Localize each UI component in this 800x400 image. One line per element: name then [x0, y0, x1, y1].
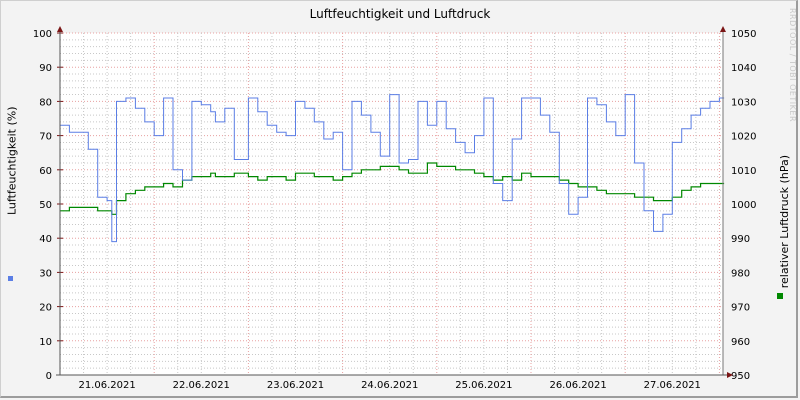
right-tick-label: 970: [731, 303, 750, 314]
x-tick-label: 23.06.2021: [267, 380, 324, 391]
right-tick-label: 1000: [731, 200, 756, 211]
humidity-legend-swatch: [8, 276, 13, 281]
pressure-legend-swatch: [777, 293, 783, 299]
x-tick-label: 22.06.2021: [173, 380, 230, 391]
watermark: RRDTOOL / TOBI OETIKER: [788, 8, 797, 123]
right-tick-label: 950: [731, 371, 750, 382]
left-tick-label: 20: [39, 303, 52, 314]
right-tick-label: 1010: [731, 166, 756, 177]
left-tick-label: 40: [39, 234, 52, 245]
right-tick-label: 1040: [731, 63, 756, 74]
x-tick-label: 27.06.2021: [644, 380, 701, 391]
left-tick-label: 100: [33, 29, 52, 40]
right-tick-label: 1030: [731, 97, 756, 108]
left-tick-label: 50: [39, 200, 52, 211]
chart-title: Luftfeuchtigkeit und Luftdruck: [309, 7, 491, 21]
left-tick-label: 10: [39, 337, 52, 348]
left-tick-label: 90: [39, 63, 52, 74]
right-tick-label: 1020: [731, 132, 756, 143]
pressure-line: [60, 162, 725, 215]
left-tick-label: 70: [39, 132, 52, 143]
right-tick-label: 960: [731, 337, 750, 348]
x-tick-label: 25.06.2021: [455, 380, 512, 391]
left-axis-arrow-icon: [57, 26, 63, 32]
grid: [60, 32, 723, 375]
left-axis-ticks: 0 10 20 30 40 50 60 70 80 90 100: [33, 29, 63, 382]
right-axis-ticks: 950 960 970 980 990 1000 1010 1020 1030 1040 1050: [731, 29, 756, 382]
x-tick-label: 26.06.2021: [549, 380, 606, 391]
right-tick-label: 1050: [731, 29, 756, 40]
x-tick-label: 21.06.2021: [78, 380, 135, 391]
x-axis-ticks: 21.06.2021 22.06.2021 23.06.2021 24.06.2021…: [78, 380, 700, 391]
right-axis-arrow-icon: [720, 26, 726, 32]
left-tick-label: 60: [39, 166, 52, 177]
left-tick-label: 0: [46, 371, 52, 382]
left-tick-label: 80: [39, 97, 52, 108]
left-tick-label: 30: [39, 268, 52, 279]
x-tick-label: 24.06.2021: [361, 380, 418, 391]
x-axis-arrow-icon: [727, 372, 733, 378]
right-tick-label: 990: [731, 234, 750, 245]
humidity-line: [60, 94, 725, 243]
right-tick-label: 980: [731, 268, 750, 279]
